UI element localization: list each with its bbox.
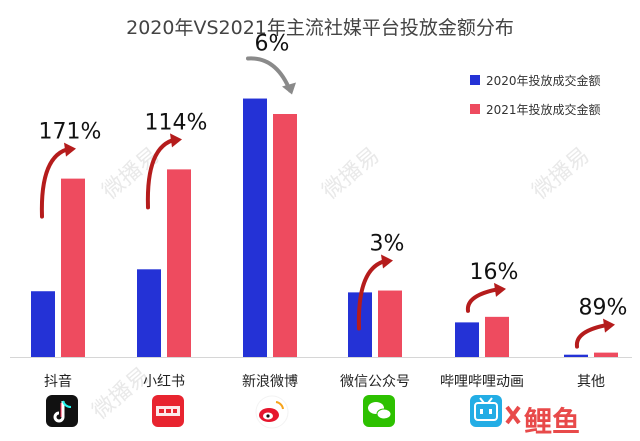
legend-label-2020: 2020年投放成交金额: [486, 73, 601, 88]
brand-text: 鲤鱼: [524, 405, 580, 438]
legend-swatch-2021: [470, 104, 480, 114]
wechat-icon: [363, 395, 395, 427]
watermark-text: 微播易: [318, 143, 385, 205]
legend-swatch-2020: [470, 75, 480, 85]
category-label-1: 小红书: [143, 374, 185, 390]
growth-arrow-5: [574, 322, 611, 349]
growth-arrowhead-3: [381, 254, 393, 269]
growth-arrow-1: [145, 137, 178, 210]
growth-label-2: 6%: [255, 32, 290, 57]
growth-arrows: [39, 56, 615, 349]
bar-2021-1: [167, 169, 191, 357]
brand-logo: 鲤鱼: [505, 405, 580, 438]
watermark-text: 微播易: [88, 363, 155, 425]
growth-label-1: 114%: [145, 110, 208, 135]
xiaohongshu-icon: [152, 395, 184, 427]
legend: 2020年投放成交金额 2021年投放成交金额: [470, 73, 601, 117]
category-label-0: 抖音: [44, 373, 72, 390]
watermark-text: 微播易: [98, 143, 165, 205]
douyin-icon: [46, 395, 78, 427]
growth-arrow-2: [246, 56, 292, 93]
chart-title: 2020年VS2021年主流社媒平台投放金额分布: [126, 17, 514, 39]
growth-label-3: 3%: [370, 232, 405, 257]
growth-arrowhead-5: [603, 318, 615, 333]
growth-arrowhead-2: [282, 82, 296, 95]
growth-labels: 171% 114% 6% 3% 16% 89%: [39, 32, 628, 321]
growth-label-0: 171%: [39, 120, 102, 145]
bilibili-icon: [470, 395, 502, 427]
bar-2021-3: [378, 290, 402, 357]
weibo-icon: [255, 395, 289, 429]
bar-2020-5: [564, 354, 588, 357]
bar-2020-4: [455, 322, 479, 357]
growth-arrowhead-0: [64, 142, 76, 157]
bars: [31, 98, 618, 358]
growth-label-4: 16%: [470, 260, 519, 285]
category-label-2: 新浪微博: [242, 373, 298, 390]
growth-arrow-4: [465, 286, 502, 313]
growth-arrowhead-4: [494, 282, 506, 297]
growth-arrowhead-1: [170, 133, 182, 148]
category-label-4: 哔哩哔哩动画: [440, 374, 524, 390]
bar-2021-5: [594, 352, 618, 357]
bar-2021-2: [273, 114, 297, 357]
bar-2020-0: [31, 291, 55, 357]
growth-arrow-0: [39, 146, 72, 219]
growth-label-5: 89%: [579, 296, 628, 321]
watermark-text: 微播易: [528, 143, 595, 205]
bar-2021-4: [485, 316, 509, 357]
legend-label-2021: 2021年投放成交金额: [486, 102, 601, 117]
category-labels: 抖音 小红书 新浪微博 微信公众号 哔哩哔哩动画 其他: [44, 373, 605, 390]
category-label-5: 其他: [577, 374, 605, 390]
category-label-3: 微信公众号: [340, 374, 410, 390]
growth-arrow-3: [356, 258, 389, 331]
bar-2020-1: [137, 269, 161, 357]
bar-2021-0: [61, 178, 85, 357]
bar-2020-2: [243, 98, 267, 358]
